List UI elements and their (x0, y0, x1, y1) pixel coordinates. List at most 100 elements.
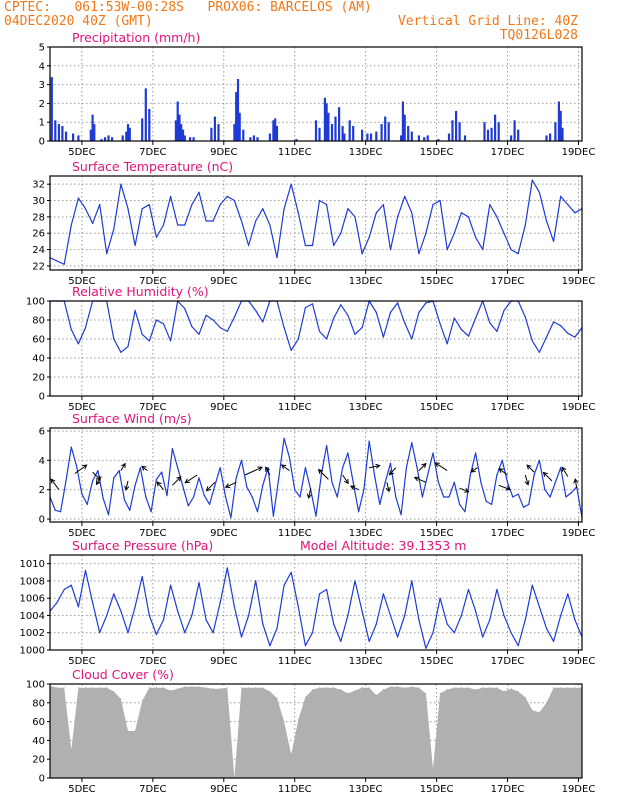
temp-data-point (255, 220, 257, 222)
temp-data-point (141, 208, 143, 210)
cloud-data-point (453, 687, 455, 689)
wind-arrow (120, 463, 126, 471)
wind-data-point (565, 496, 567, 498)
precip-bar (403, 114, 406, 141)
precip-panel-title: Precipitation (mm/h) (72, 30, 200, 45)
wind-data-point (437, 481, 439, 483)
wind-arrow-head (524, 480, 530, 486)
temp-y-tick-label: 22 (32, 261, 45, 272)
precip-x-tick-label: 13DEC (349, 147, 383, 158)
precip-bar (64, 131, 68, 141)
rh-y-tick-label: 0 (39, 392, 45, 403)
wind-arrow (543, 472, 553, 482)
precip-bar (176, 101, 179, 141)
pressure-data-point (248, 614, 250, 617)
cloud-y-tick-label: 100 (26, 680, 45, 691)
pressure-data-point (340, 640, 342, 643)
temp-data-point (77, 197, 79, 199)
wind-arrow (418, 463, 427, 471)
wind-arrow (172, 476, 182, 486)
cloud-data-point (411, 686, 413, 688)
wind-arrow (141, 465, 148, 472)
rh-data-point (397, 302, 399, 304)
temp-data-point (276, 257, 278, 259)
precip-x-tick-label: 9DEC (210, 147, 237, 158)
wind-data-point (60, 511, 62, 513)
wind-arrow-head (50, 478, 56, 484)
wind-arrow-head (470, 467, 476, 473)
rh-data-point (297, 338, 299, 340)
wind-data-point (336, 496, 338, 498)
precip-bar (210, 127, 213, 141)
wind-arrow (225, 481, 237, 488)
wind-arrow-head (265, 466, 270, 472)
pressure-data-point (404, 614, 406, 617)
temp-data-point (318, 199, 321, 202)
precip-bar (494, 114, 497, 141)
cloud-data-point (375, 694, 377, 696)
pressure-data-point (283, 584, 285, 586)
wind-data-point (214, 484, 216, 486)
temp-data-point (382, 204, 384, 206)
wind-data-point (352, 481, 354, 483)
rh-x-tick-label: 19DEC (562, 402, 596, 413)
wind-arrow-head (95, 475, 102, 481)
pressure-data-point (191, 614, 193, 617)
pressure-data-point (106, 614, 108, 617)
wind-x-tick-label: 15DEC (420, 528, 454, 539)
rh-x-tick-label: 7DEC (139, 402, 166, 413)
cloud-data-point (255, 687, 257, 689)
pressure-data-point (99, 632, 101, 634)
pressure-data-point (233, 606, 235, 608)
wind-data-point (491, 503, 493, 505)
precip-bar (236, 79, 240, 141)
rh-data-point (496, 330, 498, 332)
cloud-data-point (191, 686, 193, 688)
rh-x-tick-label: 5DEC (68, 402, 95, 413)
wind-data-point (570, 492, 573, 494)
pressure-data-point (155, 633, 157, 636)
rh-x-tick-label: 15DEC (420, 402, 454, 413)
cloud-data-point (163, 687, 164, 689)
pressure-data-point (184, 632, 186, 634)
wind-x-tick-label: 17DEC (491, 528, 525, 539)
precip-x-tick-label: 15DEC (420, 147, 454, 158)
cloud-data-point (531, 709, 533, 711)
temp-data-point (567, 204, 569, 206)
pressure-data-point (170, 584, 172, 586)
rh-data-point (411, 338, 413, 340)
temp-data-point (489, 204, 491, 206)
wind-data-point (155, 478, 157, 480)
cloud-data-point (517, 691, 519, 692)
temp-data-point (574, 212, 576, 214)
temp-data-point (404, 195, 406, 197)
rh-y-tick-label: 40 (32, 354, 45, 365)
wind-arrow-head (156, 481, 162, 487)
temp-data-point (63, 263, 65, 265)
wind-data-point (400, 514, 402, 516)
wind-data-point (416, 467, 418, 469)
pressure-data-point (503, 614, 505, 617)
rh-x-tick-label: 11DEC (278, 402, 312, 413)
cloud-data-point (184, 686, 186, 688)
wind-data-point (81, 493, 83, 495)
wind-data-point (161, 471, 163, 473)
wind-arrow (498, 468, 508, 476)
pressure-data-point (77, 606, 79, 608)
cloud-cover-area (50, 685, 582, 778)
rh-data-point (347, 314, 349, 316)
precip-bar (561, 127, 564, 141)
precip-bar (174, 120, 177, 141)
wind-arrow (265, 467, 271, 476)
rh-x-tick-label: 9DEC (210, 402, 237, 413)
cloud-data-point (248, 687, 250, 689)
pressure-data-point (524, 619, 526, 621)
precip-bar (314, 120, 318, 141)
wind-data-point (134, 484, 136, 486)
rh-data-point (191, 326, 193, 328)
wind-data-point (209, 503, 211, 505)
pressure-data-point (489, 619, 491, 621)
pressure-data-point (510, 632, 512, 634)
wind-x-tick-label: 9DEC (210, 528, 237, 539)
temp-data-point (453, 232, 455, 234)
